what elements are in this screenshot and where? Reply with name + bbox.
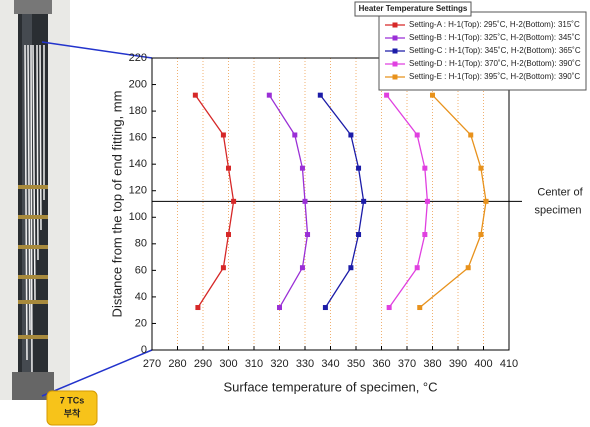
marker [483,198,489,204]
connector [41,41,153,59]
marker [277,305,282,311]
marker [478,232,484,238]
x-tick-label: 360 [372,358,390,370]
plot-frame [151,57,510,351]
x-tick-label: 280 [168,358,186,370]
marker [468,132,474,138]
top-fitting [14,0,52,14]
legend-marker [392,35,398,41]
y-tick-label: 20 [135,317,147,329]
marker [465,265,471,271]
marker [305,232,311,238]
x-tick-label: 330 [296,358,314,370]
marker [386,305,392,311]
connector [41,349,153,397]
x-tick-label: 320 [270,358,288,370]
x-tick-label: 350 [347,358,365,370]
marker [226,165,231,171]
marker [422,232,428,238]
legend-title: Heater Temperature Settings [359,4,468,13]
x-tick-label: 290 [194,358,212,370]
marker [231,198,237,204]
x-tick-label: 380 [423,358,441,370]
bands [18,185,48,339]
marker [220,132,226,138]
y-tick-label: 220 [129,52,147,64]
marker [266,92,272,98]
marker [192,92,198,98]
plot-area [152,58,509,350]
y-tick-label: 160 [129,132,147,144]
photo [0,0,70,400]
x-tick-label: 410 [500,358,518,370]
legend-label: Setting-A : H-1(Top): 295˚C, H-2(Bottom)… [409,20,580,29]
callout-box [46,390,98,426]
marker [384,92,390,98]
marker [417,305,423,311]
legend-title-box [354,1,472,17]
legend-label: Setting-C : H-1(Top): 345˚C, H-2(Bottom)… [409,46,581,55]
legend-marker [392,22,398,28]
y-axis-label: Distance from the top of end fitting, mm [109,91,124,318]
y-tick-label: 180 [129,105,147,117]
marker [348,265,354,271]
marker [424,198,430,204]
y-tick-label: 140 [129,158,147,170]
x-tick-label: 400 [474,358,492,370]
rod-highlight [22,0,32,400]
marker [292,132,298,138]
legend-marker [392,48,398,54]
marker [299,165,305,171]
marker [430,92,435,98]
marker [361,198,367,204]
legend-marker [392,74,398,80]
marker [348,132,354,138]
marker [302,198,308,204]
marker [356,232,362,238]
y-tick-label: 0 [141,344,147,356]
x-tick-label: 340 [321,358,339,370]
center-label: Center of [537,186,583,198]
marker [226,232,231,238]
x-axis-label: Surface temperature of specimen, °C [223,379,437,394]
marker [414,265,420,271]
x-tick-label: 300 [219,358,237,370]
callout-text: 부착 [64,407,81,418]
x-tick-label: 390 [449,358,467,370]
marker [478,165,484,171]
marker [414,132,420,138]
y-tick-label: 40 [135,291,147,303]
y-tick-label: 120 [129,185,147,197]
x-tick-label: 370 [398,358,416,370]
legend-marker [392,61,398,67]
y-tick-label: 200 [129,78,147,90]
legend-label: Setting-D : H-1(Top): 370˚C, H-2(Bottom)… [409,59,581,68]
x-tick-label: 270 [143,358,161,370]
y-tick-label: 100 [129,211,147,223]
marker [317,92,323,98]
y-tick-label: 60 [135,264,147,276]
legend-label: Setting-B : H-1(Top): 325˚C, H-2(Bottom)… [409,33,580,42]
x-tick-label: 310 [245,358,263,370]
marker [356,165,362,171]
legend-label: Setting-E : H-1(Top): 395˚C, H-2(Bottom)… [409,72,580,81]
marker [195,305,201,311]
marker [322,305,328,311]
center-label: specimen [534,204,581,216]
legend-box [378,11,587,91]
callout-text: 7 TCs [60,395,85,405]
marker [220,265,226,271]
marker [299,265,305,271]
marker [422,165,428,171]
y-tick-label: 80 [135,238,147,250]
